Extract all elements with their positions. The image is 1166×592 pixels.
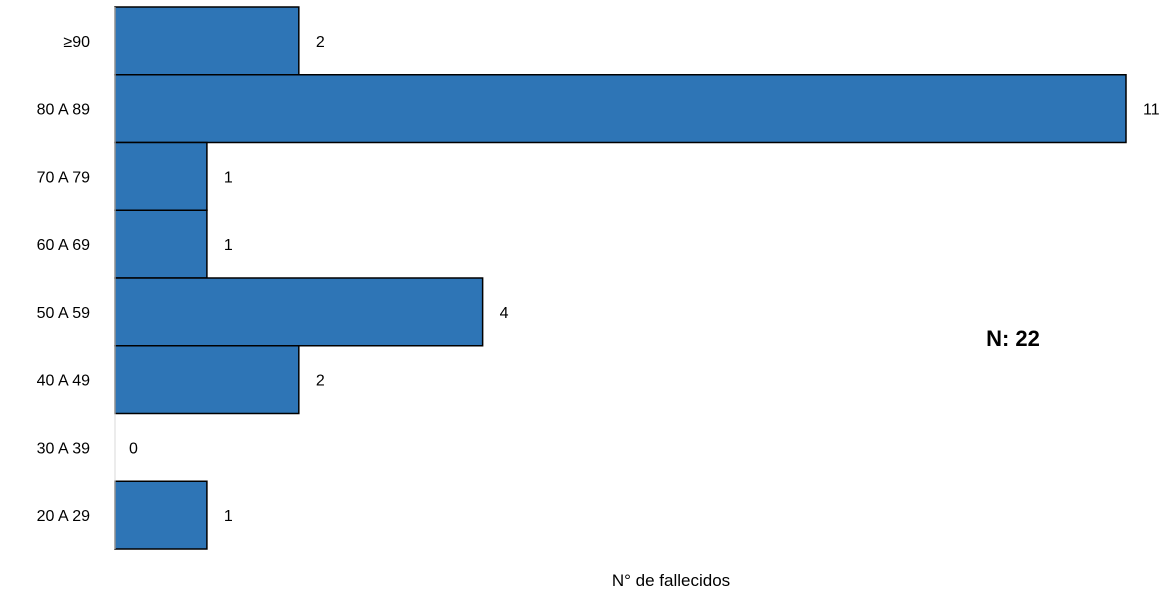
value-label-70-a-79: 1 — [224, 169, 233, 186]
category-label-60-a-69: 60 A 69 — [37, 237, 90, 254]
x-axis-title: N° de fallecidos — [612, 571, 730, 590]
value-label-50-a-59: 4 — [500, 305, 509, 322]
category-label-80-a-89: 80 A 89 — [37, 102, 90, 119]
bar-40-a-49 — [114, 345, 300, 415]
value-label-30-a-39: 0 — [129, 440, 138, 457]
category-label-50-a-59: 50 A 59 — [37, 305, 90, 322]
bar-80-a-89 — [114, 74, 1127, 144]
category-label-gte-90: ≥90 — [63, 34, 90, 51]
bar-20-a-29 — [114, 480, 208, 550]
bars-group — [114, 6, 1127, 550]
category-label-40-a-49: 40 A 49 — [37, 373, 90, 390]
category-label-20-a-29: 20 A 29 — [37, 508, 90, 525]
sample-size-annotation: N: 22 — [986, 326, 1040, 351]
bar-70-a-79 — [114, 141, 208, 211]
bar-50-a-59 — [114, 277, 484, 347]
value-label-40-a-49: 2 — [316, 373, 325, 390]
category-label-70-a-79: 70 A 79 — [37, 169, 90, 186]
bar-gte-90 — [114, 6, 300, 76]
bar-60-a-69 — [114, 209, 208, 279]
category-labels-group: ≥90 80 A 89 70 A 79 60 A 69 50 A 59 40 A 49 30… — [37, 34, 90, 525]
value-label-80-a-89: 11 — [1143, 102, 1160, 119]
category-label-30-a-39: 30 A 39 — [37, 440, 90, 457]
value-label-20-a-29: 1 — [224, 508, 233, 525]
value-label-gte-90: 2 — [316, 34, 325, 51]
value-label-60-a-69: 1 — [224, 237, 233, 254]
